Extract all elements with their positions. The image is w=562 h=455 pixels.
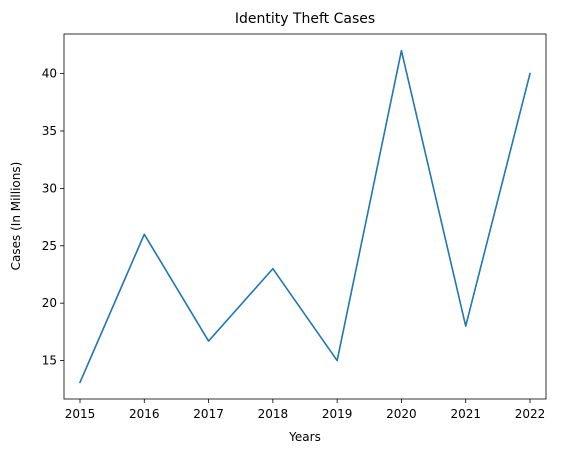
y-axis: 15 20 25 30 35 40 bbox=[42, 67, 64, 368]
plot-area-frame bbox=[63, 33, 547, 400]
y-tick-label: 20 bbox=[42, 296, 57, 310]
x-tick-label: 2019 bbox=[322, 407, 353, 421]
y-tick-label: 35 bbox=[42, 124, 57, 138]
y-tick-label: 40 bbox=[42, 67, 57, 81]
x-tick-label: 2015 bbox=[65, 407, 96, 421]
y-axis-title: Cases (In Millions) bbox=[9, 162, 23, 271]
y-tick-label: 15 bbox=[42, 354, 57, 368]
x-tick-label: 2018 bbox=[258, 407, 289, 421]
x-tick-label: 2016 bbox=[129, 407, 160, 421]
x-tick-label: 2022 bbox=[515, 407, 546, 421]
y-tick-label: 30 bbox=[42, 181, 57, 195]
y-tick-label: 25 bbox=[42, 239, 57, 253]
series-line bbox=[78, 49, 531, 384]
series-layer bbox=[78, 49, 531, 384]
x-axis: 2015 2016 2017 2018 2019 2020 2021 2022 bbox=[65, 399, 546, 421]
x-tick-label: 2021 bbox=[450, 407, 481, 421]
x-tick-label: 2017 bbox=[193, 407, 224, 421]
chart-title: Identity Theft Cases bbox=[235, 11, 375, 27]
x-axis-title: Years bbox=[288, 430, 321, 444]
x-tick-label: 2020 bbox=[386, 407, 417, 421]
